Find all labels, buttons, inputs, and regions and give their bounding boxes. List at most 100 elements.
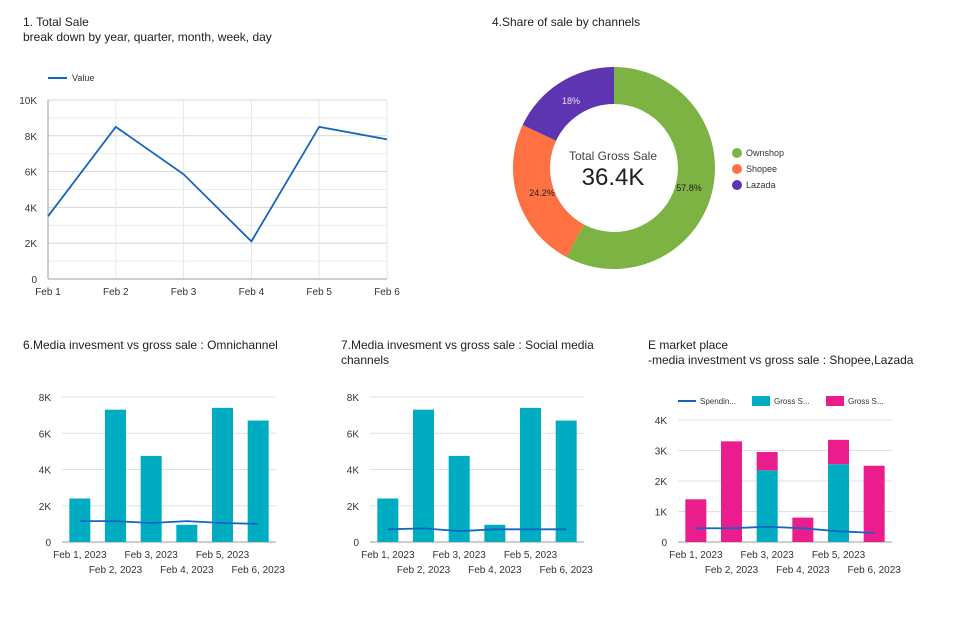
x-tick-label: Feb 1, 2023 <box>669 550 723 561</box>
y-tick-label: 4K <box>39 466 52 477</box>
y-tick-label: 0 <box>661 538 667 549</box>
bar <box>105 409 126 542</box>
legend-label: Gross S... <box>848 397 884 406</box>
x-tick-label: Feb 1 <box>35 287 61 298</box>
x-tick-label: Feb 2, 2023 <box>89 565 143 576</box>
legend-swatch <box>752 396 770 406</box>
bar <box>377 498 399 542</box>
bar-gross-sale-b <box>863 465 885 542</box>
y-tick-label: 6K <box>39 429 52 440</box>
legend-label: Ownshop <box>746 148 784 158</box>
bar <box>555 420 577 542</box>
bar <box>176 524 198 542</box>
line-series-spending <box>79 520 259 525</box>
x-tick-label: Feb 2 <box>103 287 129 298</box>
bar <box>520 407 541 542</box>
x-tick-label: Feb 6, 2023 <box>231 565 285 576</box>
y-tick-label: 8K <box>39 393 52 404</box>
donut-slice-shopee <box>513 124 584 258</box>
social-subtitle: channels <box>341 353 390 367</box>
x-tick-label: Feb 4 <box>239 287 265 298</box>
bar-gross-sale-b <box>792 517 814 542</box>
legend-label: Shopee <box>746 164 777 174</box>
bar <box>140 455 162 542</box>
legend-swatch <box>732 180 742 190</box>
x-tick-label: Feb 6 <box>374 287 400 298</box>
bar <box>69 498 91 542</box>
y-tick-label: 4K <box>347 466 360 477</box>
legend-label: Value <box>72 73 94 83</box>
bar-gross-sale-a <box>756 470 778 542</box>
y-tick-label: 2K <box>347 502 360 513</box>
y-tick-label: 3K <box>655 447 668 458</box>
y-tick-label: 1K <box>655 508 668 519</box>
x-tick-label: Feb 4, 2023 <box>776 565 830 576</box>
emarket-subtitle: -media investment vs gross sale : Shopee… <box>648 353 914 367</box>
legend-label: Lazada <box>746 180 776 190</box>
y-tick-label: 6K <box>347 429 360 440</box>
x-tick-label: Feb 2, 2023 <box>397 565 451 576</box>
y-tick-label: 8K <box>347 393 360 404</box>
bar-gross-sale-b <box>685 499 707 542</box>
y-tick-label: 2K <box>39 502 52 513</box>
x-tick-label: Feb 3 <box>171 287 197 298</box>
x-tick-label: Feb 2, 2023 <box>705 565 759 576</box>
omnichannel-title: 6.Media invesment vs gross sale : Omnich… <box>23 338 278 352</box>
x-tick-label: Feb 1, 2023 <box>361 550 415 561</box>
y-tick-label: 8K <box>25 132 38 143</box>
donut-slice-lazada <box>522 67 614 141</box>
y-tick-label: 10K <box>19 96 37 107</box>
x-tick-label: Feb 3, 2023 <box>740 550 794 561</box>
bar <box>448 455 470 542</box>
donut-center-label: Total Gross Sale <box>568 149 658 163</box>
y-tick-label: 0 <box>353 538 359 549</box>
share-channels-title: 4.Share of sale by channels <box>492 15 641 29</box>
bar-gross-sale-b <box>721 441 742 542</box>
bar <box>212 407 233 542</box>
x-tick-label: Feb 5, 2023 <box>196 550 250 561</box>
donut-slice-ownshop <box>566 67 715 269</box>
donut-center-value: 36.4K <box>581 164 645 191</box>
x-tick-label: Feb 3, 2023 <box>432 550 486 561</box>
total-sale-title: 1. Total Sale <box>23 15 89 29</box>
x-tick-label: Feb 1, 2023 <box>53 550 107 561</box>
total-sale-subtitle: break down by year, quarter, month, week… <box>23 30 272 44</box>
donut-slice-label: 18% <box>562 96 580 106</box>
y-tick-label: 4K <box>25 203 38 214</box>
x-tick-label: Feb 5, 2023 <box>812 550 866 561</box>
y-tick-label: 2K <box>655 477 668 488</box>
x-tick-label: Feb 5, 2023 <box>504 550 558 561</box>
legend-swatch <box>826 396 844 406</box>
bar <box>413 409 434 542</box>
x-tick-label: Feb 6, 2023 <box>539 565 593 576</box>
bar-gross-sale-b <box>828 439 849 465</box>
x-tick-label: Feb 5 <box>306 287 332 298</box>
legend-swatch <box>732 164 742 174</box>
emarket-title: E market place <box>648 338 729 352</box>
bar-gross-sale-a <box>828 464 849 542</box>
legend-label: Gross S... <box>774 397 810 406</box>
x-tick-label: Feb 4, 2023 <box>468 565 522 576</box>
line-series-spending <box>695 525 875 534</box>
line-series-spending <box>387 527 567 533</box>
line-series-value <box>47 125 388 243</box>
y-tick-label: 6K <box>25 168 38 179</box>
y-tick-label: 0 <box>45 538 51 549</box>
y-tick-label: 0 <box>31 275 37 286</box>
x-tick-label: Feb 3, 2023 <box>124 550 178 561</box>
social-title: 7.Media invesment vs gross sale : Social… <box>341 338 594 352</box>
donut-slice-label: 57.8% <box>676 183 702 193</box>
y-tick-label: 4K <box>655 416 668 427</box>
legend-label: Spendin... <box>700 397 736 406</box>
y-tick-label: 2K <box>25 239 38 250</box>
bar-gross-sale-b <box>756 452 778 471</box>
donut-slice-label: 24.2% <box>529 188 555 198</box>
x-tick-label: Feb 6, 2023 <box>847 565 901 576</box>
x-tick-label: Feb 4, 2023 <box>160 565 214 576</box>
legend-swatch <box>732 148 742 158</box>
